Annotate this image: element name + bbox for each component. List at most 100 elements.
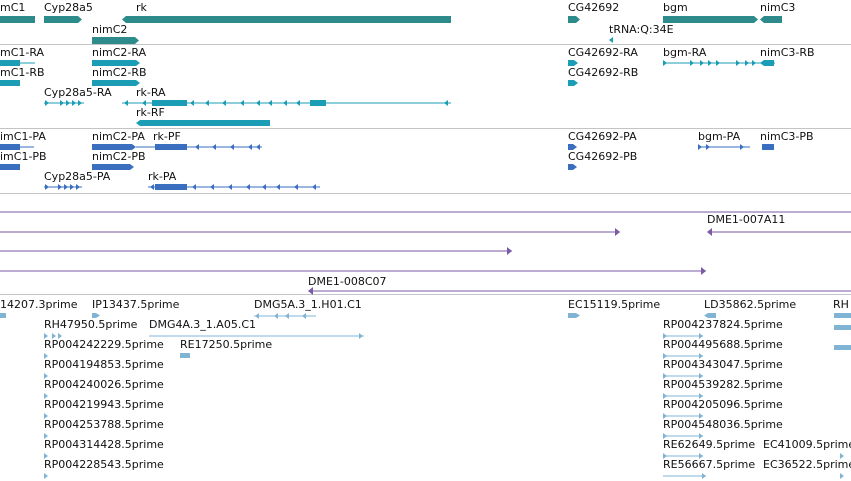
- clone-line-3-end[interactable]: [507, 247, 512, 255]
- est-14207-glyph[interactable]: [0, 313, 6, 318]
- protein-rk-PA-mark-2[interactable]: [210, 184, 214, 190]
- est-DMG5A3-mark-1[interactable]: [274, 313, 278, 319]
- protein-label-rk-PA[interactable]: rk-PA: [148, 170, 177, 183]
- est-label-DMG4A3[interactable]: DMG4A.3_1.A05.C1: [149, 318, 257, 331]
- clone-line-2-end[interactable]: [615, 228, 620, 236]
- est-label-RP004194853[interactable]: RP004194853.5prime: [44, 358, 164, 371]
- transcript-bgm-RA-mark-0[interactable]: [663, 60, 667, 66]
- transcript-rk-RA-mark-2[interactable]: [190, 100, 194, 106]
- transcript-rk-RA-mark-4[interactable]: [222, 100, 226, 106]
- est-RE56667-end[interactable]: [702, 473, 706, 479]
- gene-bgm-glyph[interactable]: [663, 16, 758, 23]
- gene-label-nimC1[interactable]: mC1: [0, 1, 26, 14]
- gene-nimC3-glyph[interactable]: [760, 16, 782, 23]
- protein-rk-PA-mark-7[interactable]: [294, 184, 298, 190]
- transcript-bgm-RA-mark-4[interactable]: [716, 60, 720, 66]
- protein-Cyp28a5-PA-mark-3[interactable]: [70, 184, 74, 190]
- transcript-label-CG42692-RA[interactable]: CG42692-RA: [568, 46, 638, 59]
- gene-CG42692-glyph[interactable]: [568, 16, 580, 23]
- est-label-RP004242229[interactable]: RP004242229.5prime: [44, 338, 164, 351]
- transcript-rk-RA-mark-10[interactable]: [444, 100, 448, 106]
- est-label-RE17250[interactable]: RE17250.5prime: [180, 338, 273, 351]
- est-label-RP004343047[interactable]: RP004343047.5prime: [663, 358, 783, 371]
- gene-Cyp28a5-glyph[interactable]: [44, 16, 82, 23]
- protein-rk-PF-mark-4[interactable]: [256, 144, 260, 150]
- transcript-bgm-RA-mark-5[interactable]: [736, 60, 740, 66]
- transcript-bgm-RA-mark-1[interactable]: [690, 60, 694, 66]
- protein-bgm-PA-mark-1[interactable]: [706, 144, 710, 150]
- protein-label-bgm-PA[interactable]: bgm-PA: [698, 130, 741, 143]
- gene-label-bgm[interactable]: bgm: [663, 1, 688, 14]
- transcript-bgm-RA-mark-2[interactable]: [700, 60, 704, 66]
- transcript-rk-RA-mark-9[interactable]: [296, 100, 300, 106]
- est-RE17250-glyph[interactable]: [180, 353, 190, 358]
- est-DMG4A3-end[interactable]: [359, 333, 363, 339]
- protein-rk-PA-mark-3[interactable]: [228, 184, 232, 190]
- transcript-label-bgm-RA[interactable]: bgm-RA: [663, 46, 707, 59]
- clone-label-DME1-007A11[interactable]: DME1-007A11: [707, 213, 786, 226]
- protein-label-Cyp28a5-PA[interactable]: Cyp28a5-PA: [44, 170, 111, 183]
- protein-rk-PA-mark-0[interactable]: [150, 184, 154, 190]
- protein-bgm-PA-mark-0[interactable]: [698, 144, 702, 150]
- transcript-label-Cyp28a5-RA[interactable]: Cyp28a5-RA: [44, 86, 112, 99]
- transcript-label-rk-RA[interactable]: rk-RA: [136, 86, 166, 99]
- gene-label-rk[interactable]: rk: [136, 1, 147, 14]
- protein-label-nimC2-PB[interactable]: nimC2-PB: [92, 150, 146, 163]
- protein-label-nimC1-PB[interactable]: imC1-PB: [0, 150, 47, 163]
- est-label-RP004205096[interactable]: RP004205096.5prime: [663, 398, 783, 411]
- protein-CG42692-PB-glyph[interactable]: [568, 164, 577, 170]
- est-left-glyph-5[interactable]: [44, 473, 48, 479]
- transcript-rk-RA-mark-7[interactable]: [268, 100, 272, 106]
- est-label-RP004237824[interactable]: RP004237824.5prime: [663, 318, 783, 331]
- transcript-bgm-RA-mark-7[interactable]: [752, 60, 756, 66]
- transcript-Cyp28a5-RA-mark-4[interactable]: [78, 100, 82, 106]
- protein-label-CG42692-PB[interactable]: CG42692-PB: [568, 150, 638, 163]
- est-label-EC36522[interactable]: EC36522.5prime: [763, 458, 851, 471]
- protein-rk-PF-mark-3[interactable]: [248, 144, 252, 150]
- transcript-Cyp28a5-RA-mark-2[interactable]: [66, 100, 70, 106]
- transcript-nimC1-RB-glyph[interactable]: [0, 80, 20, 86]
- transcript-Cyp28a5-RA-mark-1[interactable]: [60, 100, 64, 106]
- protein-rk-PA-mark-1[interactable]: [192, 184, 196, 190]
- transcript-rk-RA-mark-8[interactable]: [283, 100, 287, 106]
- protein-rk-PF-exon[interactable]: [155, 144, 187, 150]
- est-label-RP004539282[interactable]: RP004539282.5prime: [663, 378, 783, 391]
- transcript-rk-RA-exon-2[interactable]: [310, 100, 326, 106]
- protein-Cyp28a5-PA-mark-1[interactable]: [58, 184, 62, 190]
- transcript-label-nimC1-RB[interactable]: mC1-RB: [0, 66, 45, 79]
- est-label-LD35862[interactable]: LD35862.5prime: [704, 298, 797, 311]
- protein-rk-PA-mark-4[interactable]: [246, 184, 250, 190]
- gene-nimC2-glyph[interactable]: [92, 37, 139, 44]
- transcript-Cyp28a5-RA-mark-0[interactable]: [45, 100, 49, 106]
- est-label-RP004314428[interactable]: RP004314428.5prime: [44, 438, 164, 451]
- protein-rk-PA-exon[interactable]: [155, 184, 187, 190]
- est-label-RP004548036[interactable]: RP004548036.5prime: [663, 418, 783, 431]
- est-label-RP004240026[interactable]: RP004240026.5prime: [44, 378, 164, 391]
- est-label-14207[interactable]: 14207.3prime: [0, 298, 78, 311]
- protein-label-CG42692-PA[interactable]: CG42692-PA: [568, 130, 637, 143]
- protein-label-rk-PF[interactable]: rk-PF: [153, 130, 181, 143]
- transcript-rk-RA-mark-6[interactable]: [256, 100, 260, 106]
- est-label-RH47950[interactable]: RH47950.5prime: [44, 318, 138, 331]
- est-EC15119-glyph[interactable]: [568, 313, 580, 318]
- transcript-rk-RF-glyph[interactable]: [136, 120, 270, 126]
- protein-label-nimC2-PA[interactable]: nimC2-PA: [92, 130, 145, 143]
- est-label-IP13437[interactable]: IP13437.5prime: [92, 298, 180, 311]
- est-label-RE62649[interactable]: RE62649.5prime: [663, 438, 756, 451]
- transcript-label-nimC1-RA[interactable]: mC1-RA: [0, 46, 45, 59]
- transcript-label-rk-RF[interactable]: rk-RF: [136, 106, 165, 119]
- est-RH-row2-glyph[interactable]: [834, 325, 851, 330]
- gene-trna-glyph[interactable]: [609, 37, 613, 43]
- est-RH-glyph[interactable]: [834, 313, 851, 318]
- protein-nimC1-PB-glyph[interactable]: [0, 164, 20, 170]
- est-label-EC15119[interactable]: EC15119.5prime: [568, 298, 661, 311]
- gene-label-CG42692[interactable]: CG42692: [568, 1, 620, 14]
- protein-rk-PA-mark-6[interactable]: [276, 184, 280, 190]
- protein-Cyp28a5-PA-mark-2[interactable]: [64, 184, 68, 190]
- protein-rk-PF-mark-1[interactable]: [212, 144, 216, 150]
- transcript-nimC3-RB-glyph[interactable]: [760, 60, 774, 66]
- gene-label-nimC2[interactable]: nimC2: [92, 23, 128, 36]
- protein-label-nimC3-PB[interactable]: nimC3-PB: [760, 130, 814, 143]
- est-label-RE56667[interactable]: RE56667.5prime: [663, 458, 756, 471]
- est-label-RP004219943[interactable]: RP004219943.5prime: [44, 398, 164, 411]
